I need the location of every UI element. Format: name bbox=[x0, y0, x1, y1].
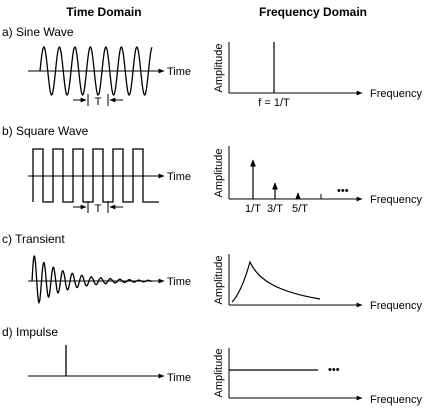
impulse-freq-label: Frequency bbox=[370, 394, 422, 406]
row-transient: c) Transient Time Amplitude Frequency bbox=[2, 232, 422, 312]
square-time-label: Time bbox=[167, 171, 191, 183]
square-tick-1: 1/T bbox=[245, 203, 261, 215]
impulse-label: d) Impulse bbox=[2, 325, 58, 339]
transient-time-label: Time bbox=[167, 276, 191, 288]
sine-time-label: Time bbox=[167, 66, 191, 78]
frequency-domain-header: Frequency Domain bbox=[259, 5, 367, 19]
row-square: b) Square Wave Time T Amplitude ••• 1/T … bbox=[2, 124, 422, 215]
sine-amp-label: Amplitude bbox=[213, 44, 225, 93]
transient-freq-label: Frequency bbox=[370, 300, 422, 312]
transient-spectrum-curve bbox=[231, 260, 321, 303]
impulse-ellipsis: ••• bbox=[328, 364, 340, 376]
time-domain-header: Time Domain bbox=[66, 5, 141, 19]
row-sine: a) Sine Wave Time T Amplitude f = 1/T Fr… bbox=[2, 25, 422, 109]
square-wave bbox=[32, 148, 159, 203]
row-impulse: d) Impulse Time Amplitude ••• Frequency bbox=[2, 325, 422, 406]
square-period-label: T bbox=[95, 203, 102, 215]
square-tick-3: 3/T bbox=[267, 203, 283, 215]
sine-freq-label: Frequency bbox=[370, 88, 422, 100]
transient-amp-label: Amplitude bbox=[213, 256, 225, 305]
impulse-amp-label: Amplitude bbox=[213, 349, 225, 398]
square-freq-label: Frequency bbox=[370, 194, 422, 206]
impulse-time-label: Time bbox=[167, 372, 191, 384]
transient-wave bbox=[31, 255, 153, 305]
square-label: b) Square Wave bbox=[2, 124, 89, 138]
sine-label: a) Sine Wave bbox=[2, 25, 74, 39]
square-ellipsis: ••• bbox=[337, 185, 349, 197]
sine-period-label: T bbox=[95, 96, 102, 108]
square-tick-5: 5/T bbox=[292, 203, 308, 215]
square-amp-label: Amplitude bbox=[213, 149, 225, 198]
sine-wave bbox=[39, 46, 153, 96]
sine-freq-tick-label: f = 1/T bbox=[258, 97, 290, 109]
transient-label: c) Transient bbox=[2, 232, 65, 246]
